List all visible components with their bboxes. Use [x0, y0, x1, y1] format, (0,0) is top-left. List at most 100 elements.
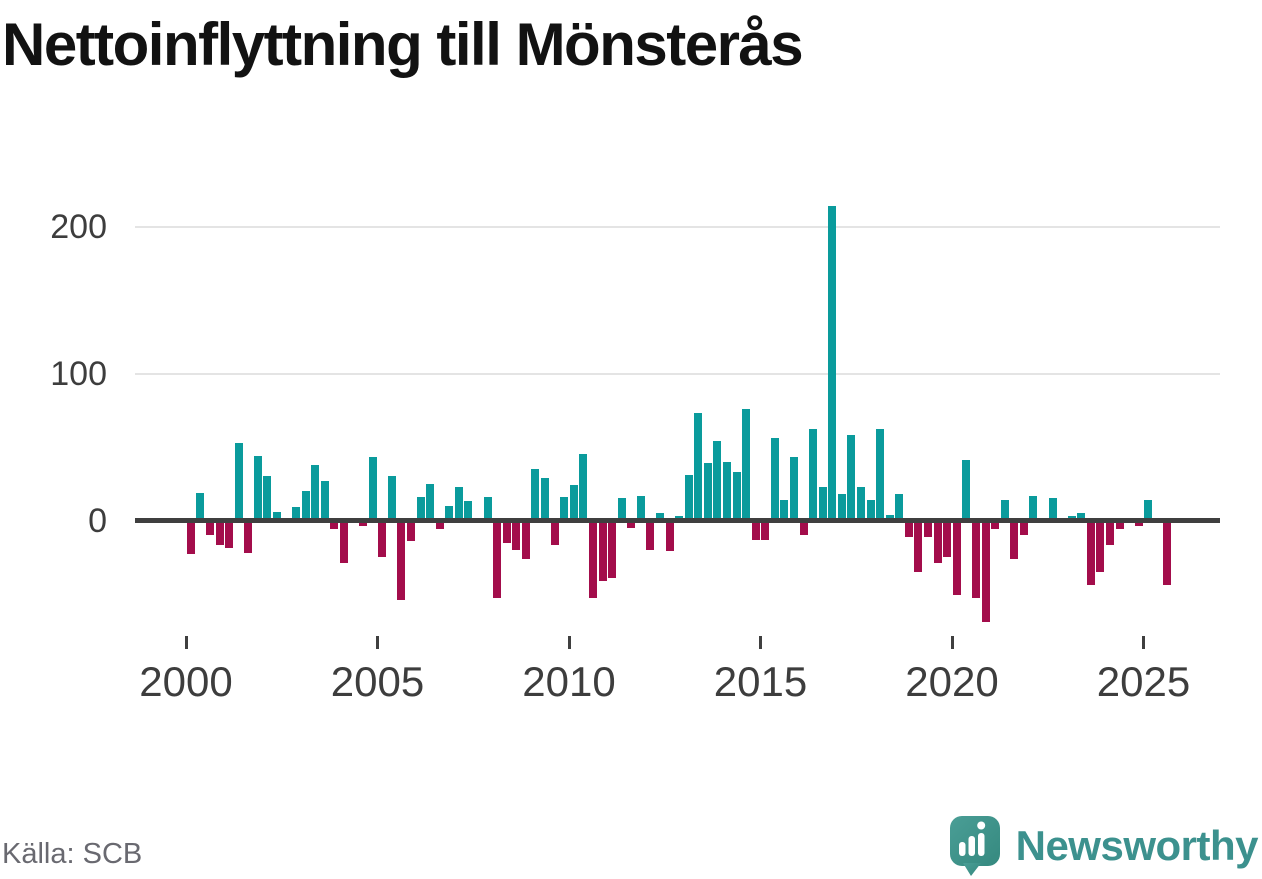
bar-2005-q2: [387, 476, 396, 521]
bar-2009-q2: [541, 477, 550, 521]
bar-2018-q2: [885, 514, 894, 521]
bar-2019-q3: [933, 520, 942, 564]
bar-2004-q3: [359, 520, 368, 527]
bar-2016-q2: [809, 429, 818, 521]
x-axis-label-2000: 2000: [139, 658, 233, 705]
source-label: Källa: SCB: [2, 838, 143, 870]
bar-2009-q1: [531, 469, 540, 521]
bar-2005-q4: [407, 520, 415, 542]
newsworthy-icon: [949, 816, 1000, 876]
bar-2011-q2: [617, 498, 626, 521]
bar-2014-q4: [751, 520, 760, 540]
bar-2021-q2: [1000, 499, 1009, 521]
newsworthy-logo: Newsworthy: [949, 814, 1259, 878]
bar-2023-q2: [1077, 513, 1086, 521]
bar-2004-q4: [368, 457, 377, 521]
bar-2013-q1: [684, 474, 693, 521]
bar-2025-q3: [1163, 520, 1172, 586]
bar-2018-q3: [895, 494, 904, 521]
x-tick-2010: [567, 636, 571, 649]
bar-2015-q2: [770, 438, 779, 521]
bar-2013-q3: [703, 463, 712, 521]
x-tick-2005: [376, 636, 379, 649]
bar-2020-q2: [962, 460, 971, 521]
bar-2003-q2: [311, 464, 320, 521]
bar-2008-q2: [502, 520, 511, 543]
bar-2021-q1: [991, 520, 1000, 530]
bar-2021-q4: [1019, 520, 1028, 536]
bar-2016-q1: [799, 520, 808, 536]
bar-2002-q1: [263, 476, 272, 521]
bar-2008-q3: [512, 520, 521, 550]
bar-2013-q4: [713, 441, 722, 521]
bar-2000-q3: [205, 520, 214, 536]
gridline-200: [135, 225, 1220, 228]
x-tick-2000: [184, 636, 188, 649]
bar-2002-q2: [272, 511, 281, 521]
bar-2004-q1: [339, 520, 348, 564]
x-axis-label-2015: 2015: [713, 658, 808, 705]
x-axis-label-2010: 2010: [522, 658, 616, 705]
x-tick-2015: [759, 636, 762, 649]
bar-2025-q1: [1144, 499, 1153, 521]
x-axis-label-2005: 2005: [330, 658, 425, 705]
bar-2013-q2: [694, 413, 703, 521]
bar-2010-q2: [579, 454, 588, 521]
bar-2007-q2: [464, 501, 473, 521]
bar-2011-q3: [627, 520, 636, 528]
bar-2003-q1: [301, 491, 310, 521]
bar-2010-q1: [569, 485, 578, 521]
bar-2006-q4: [445, 505, 454, 521]
bar-2011-q4: [636, 495, 645, 521]
bar-2015-q3: [780, 499, 789, 521]
bar-2018-q4: [904, 520, 913, 537]
bar-2001-q2: [234, 442, 243, 521]
bar-2005-q1: [378, 520, 387, 558]
chart-title: Nettoinflyttning till Mönsterås: [2, 11, 804, 78]
bar-2024-q1: [1105, 520, 1114, 546]
x-tick-2020: [950, 636, 954, 649]
bar-2009-q3: [550, 520, 559, 546]
bar-2023-q3: [1086, 520, 1095, 586]
bar-2000-q1: [186, 520, 195, 555]
bar-2000-q2: [196, 492, 205, 521]
bar-2019-q4: [943, 520, 952, 558]
bar-2007-q1: [454, 486, 463, 521]
bar-2015-q4: [790, 457, 798, 521]
x-axis-label-2025: 2025: [1096, 658, 1191, 705]
gridline-100: [135, 372, 1220, 375]
bar-2020-q4: [981, 520, 990, 622]
bar-2001-q1: [225, 520, 234, 549]
bar-2006-q2: [426, 483, 435, 521]
bar-2007-q4: [483, 496, 492, 521]
y-axis-label-0: 0: [88, 501, 107, 540]
bar-2012-q2: [655, 513, 664, 521]
y-axis-label-100: 100: [50, 354, 107, 393]
bar-2003-q3: [320, 480, 329, 521]
bar-2014-q3: [742, 408, 751, 521]
bar-2010-q3: [588, 520, 597, 599]
bar-2021-q3: [1010, 520, 1019, 559]
bar-2019-q2: [924, 520, 933, 537]
bar-2008-q1: [493, 520, 502, 599]
bar-2020-q3: [971, 520, 980, 599]
bar-2001-q3: [244, 520, 253, 553]
bar-2024-q2: [1115, 520, 1124, 530]
x-tick-2025: [1142, 636, 1145, 649]
bar-2011-q1: [608, 520, 617, 578]
bar-2012-q1: [646, 520, 655, 550]
bar-2020-q1: [952, 520, 961, 596]
bar-2000-q4: [215, 520, 224, 546]
bar-2006-q3: [435, 520, 444, 530]
bar-2017-q1: [837, 494, 846, 521]
bar-2017-q4: [866, 499, 875, 521]
bar-2010-q4: [598, 520, 607, 581]
bar-2017-q3: [857, 486, 866, 521]
bar-2005-q3: [397, 520, 406, 600]
bar-2015-q1: [761, 520, 770, 540]
bar-2017-q2: [847, 435, 856, 521]
bar-2019-q1: [914, 520, 923, 572]
bar-2014-q2: [732, 471, 741, 521]
y-axis-label-200: 200: [50, 207, 107, 246]
